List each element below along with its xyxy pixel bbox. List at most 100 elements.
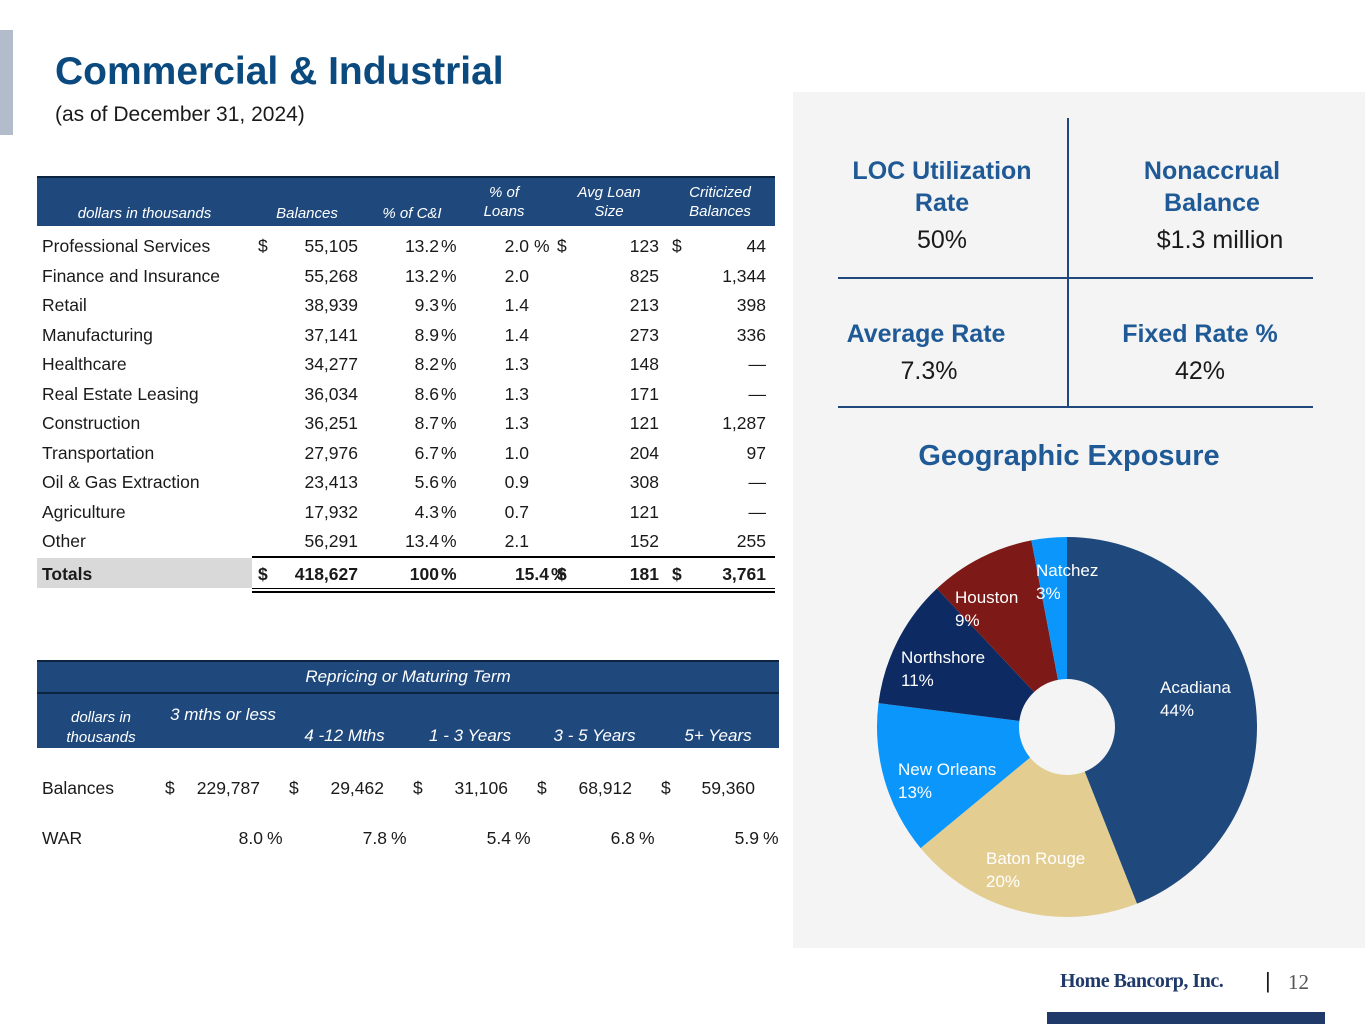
- industry-table-header: dollars in thousands Balances % of C&I %…: [37, 176, 775, 226]
- row-pct-ci: 5.6: [414, 472, 439, 492]
- row-balance: 38,939: [304, 295, 358, 315]
- war-sym-4: %: [639, 828, 655, 848]
- totals-pct-loans: 15.4: [514, 563, 549, 584]
- row-name: Real Estate Leasing: [42, 383, 199, 404]
- war-sym-2: %: [391, 828, 407, 848]
- row-pct-ci-sym: %: [441, 472, 457, 492]
- war-sym-1: %: [267, 828, 283, 848]
- row-avg: 121: [629, 501, 659, 522]
- balances-v4: 68,912: [578, 778, 632, 798]
- header-label: dollars in thousands: [77, 205, 212, 222]
- row-name: Professional Services: [42, 236, 211, 256]
- war-label: WAR: [42, 828, 83, 848]
- repricing-header-c1: 3 mths or less: [170, 705, 276, 724]
- totals-bal-currency: $: [258, 563, 268, 584]
- row-avg: 152: [629, 531, 659, 551]
- repricing-header-c4: 3 - 5 Years: [553, 726, 636, 745]
- totals-avg: 181: [629, 563, 659, 584]
- header-criticized: Criticized Balances: [689, 184, 751, 220]
- row-name: Finance and Insurance: [42, 265, 221, 286]
- home-bancorp-logo: Home Bancorp, Inc.: [1060, 970, 1224, 992]
- pie-label-name: Northshore: [901, 648, 985, 667]
- row-pct-ci-sym: %: [441, 442, 457, 463]
- table-row: Agriculture 17,932 4.3% 0.7 121 —: [37, 496, 775, 526]
- row-balance: 36,034: [304, 383, 358, 404]
- row-pct-ci: 8.7: [414, 413, 439, 433]
- war-v1: 8.0: [238, 828, 263, 848]
- repricing-war-row: WAR 8.0 % 7.8 % 5.4 % 6.8 % 5.9 %: [37, 828, 779, 858]
- table-row: Finance and Insurance 55,268 13.2% 2.0 825 1,…: [37, 260, 775, 290]
- row-balance: 27,976: [304, 442, 358, 463]
- metrics-divider-2: [838, 406, 1313, 408]
- row-pct-ci-sym: %: [441, 413, 457, 433]
- pie-slice-northshore: [878, 588, 1035, 721]
- row-pct-ci: 4.3: [414, 501, 439, 522]
- row-pct-ci-sym: %: [441, 236, 457, 256]
- table-row: Other 56,291 13.4% 2.1 152 255: [37, 525, 775, 555]
- row-name: Retail: [42, 295, 87, 315]
- war-v2: 7.8: [362, 828, 387, 848]
- repricing-header-c3: 1 - 3 Years: [429, 726, 511, 745]
- row-balance: 17,932: [304, 501, 358, 522]
- average-rate-value: 7.3%: [900, 357, 958, 385]
- repricing-header: dollars in thousands 3 mths or less 4 -1…: [37, 694, 779, 748]
- footer-separator: |: [1265, 968, 1271, 993]
- pie-slice-baton-rouge: [920, 757, 1137, 917]
- loc-utilization-label: LOC Utilization Rate: [852, 157, 1032, 217]
- repricing-table: Repricing or Maturing Term dollars in th…: [37, 660, 779, 858]
- row-pct-loans: 1.3: [504, 413, 529, 433]
- row-avg: 204: [629, 442, 659, 463]
- row-pct-ci-sym: %: [441, 531, 457, 551]
- balances-cur-2: $: [289, 778, 299, 798]
- row-avg: 171: [629, 383, 659, 404]
- row-balance: 56,291: [304, 531, 358, 551]
- row-pct-ci: 9.3: [414, 295, 439, 315]
- table-row: Retail 38,939 9.3% 1.4 213 398: [37, 289, 775, 319]
- totals-balance: 418,627: [294, 563, 358, 584]
- row-pct-ci-sym: %: [441, 324, 457, 345]
- row-avg: 213: [629, 295, 659, 315]
- row-criticized: —: [748, 354, 767, 374]
- row-criticized: —: [748, 501, 767, 522]
- totals-crit-currency: $: [672, 563, 682, 584]
- balances-v1: 229,787: [196, 778, 260, 798]
- loc-utilization-value: 50%: [916, 226, 968, 254]
- pie-label-value: 44%: [1160, 701, 1194, 720]
- header-avg-loan: Avg Loan Size: [577, 184, 641, 220]
- balances-v2: 29,462: [330, 778, 384, 798]
- geographic-pie-chart: Acadiana 44% Baton Rouge 20% New Orleans 13% N…: [877, 537, 1257, 917]
- row-pct-ci: 6.7: [414, 442, 439, 463]
- row-name: Manufacturing: [42, 324, 153, 345]
- nonaccrual-value: $1.3 million: [1156, 226, 1284, 254]
- row-criticized: 255: [736, 531, 766, 551]
- row-pct-ci: 13.2: [404, 265, 439, 286]
- row-pct-loans: 1.3: [504, 383, 529, 404]
- pie-label-name: Acadiana: [1160, 678, 1231, 697]
- row-avg: 123: [629, 236, 659, 256]
- row-bal-currency: $: [258, 236, 268, 256]
- row-avg: 148: [629, 354, 659, 374]
- war-v3: 5.4: [486, 828, 511, 848]
- row-name: Healthcare: [42, 354, 127, 374]
- totals-pct-ci-sym: %: [441, 563, 457, 584]
- row-balance: 37,141: [304, 324, 358, 345]
- row-balance: 34,277: [304, 354, 358, 374]
- table-row: Transportation 27,976 6.7% 1.0 204 97: [37, 437, 775, 467]
- totals-pct-ci: 100: [409, 563, 439, 584]
- pie-label-name: Houston: [955, 588, 1018, 607]
- pie-label-name: Baton Rouge: [986, 849, 1085, 868]
- row-pct-loans: 1.3: [504, 354, 529, 374]
- row-pct-ci: 13.2: [404, 236, 439, 256]
- war-v5: 5.9: [734, 828, 759, 848]
- balances-cur-5: $: [661, 778, 671, 798]
- row-criticized: 97: [746, 442, 766, 463]
- industry-rows: Professional Services $55,105 13.2% 2.0% $12…: [37, 230, 775, 555]
- row-pct-loans-sym: %: [534, 236, 550, 256]
- row-avg: 273: [629, 324, 659, 345]
- row-criticized: 398: [736, 295, 766, 315]
- balances-v5: 59,360: [701, 778, 755, 798]
- industry-table: dollars in thousands Balances % of C&I %…: [37, 176, 775, 594]
- totals-pct-loans-sym: %: [551, 563, 567, 584]
- row-pct-loans: 2.1: [504, 531, 529, 551]
- balances-cur-3: $: [413, 778, 423, 798]
